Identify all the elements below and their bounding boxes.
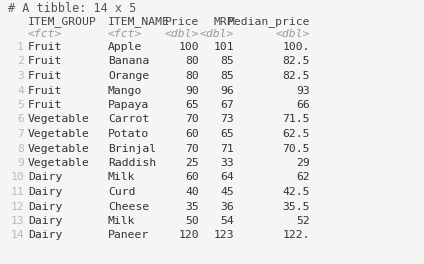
- Text: 70.5: 70.5: [282, 144, 310, 153]
- Text: Milk: Milk: [108, 172, 136, 182]
- Text: 4: 4: [17, 86, 24, 96]
- Text: 40: 40: [185, 187, 199, 197]
- Text: 60: 60: [185, 129, 199, 139]
- Text: 14: 14: [10, 230, 24, 241]
- Text: 60: 60: [185, 172, 199, 182]
- Text: <dbl>: <dbl>: [200, 29, 234, 39]
- Text: 10: 10: [10, 172, 24, 182]
- Text: 1: 1: [17, 42, 24, 52]
- Text: <fct>: <fct>: [108, 29, 142, 39]
- Text: Vegetable: Vegetable: [28, 158, 90, 168]
- Text: 123: 123: [213, 230, 234, 241]
- Text: Vegetable: Vegetable: [28, 144, 90, 153]
- Text: 13: 13: [10, 216, 24, 226]
- Text: 82.5: 82.5: [282, 56, 310, 67]
- Text: Fruit: Fruit: [28, 100, 62, 110]
- Text: Apple: Apple: [108, 42, 142, 52]
- Text: 71: 71: [220, 144, 234, 153]
- Text: Cheese: Cheese: [108, 201, 149, 211]
- Text: Potato: Potato: [108, 129, 149, 139]
- Text: 12: 12: [10, 201, 24, 211]
- Text: 70: 70: [185, 144, 199, 153]
- Text: <dbl>: <dbl>: [165, 29, 199, 39]
- Text: Dairy: Dairy: [28, 187, 62, 197]
- Text: Vegetable: Vegetable: [28, 129, 90, 139]
- Text: 66: 66: [296, 100, 310, 110]
- Text: 73: 73: [220, 115, 234, 125]
- Text: 35: 35: [185, 201, 199, 211]
- Text: Curd: Curd: [108, 187, 136, 197]
- Text: 54: 54: [220, 216, 234, 226]
- Text: 100: 100: [179, 42, 199, 52]
- Text: ITEM_GROUP: ITEM_GROUP: [28, 17, 97, 27]
- Text: 62.5: 62.5: [282, 129, 310, 139]
- Text: 3: 3: [17, 71, 24, 81]
- Text: 8: 8: [17, 144, 24, 153]
- Text: 35.5: 35.5: [282, 201, 310, 211]
- Text: 122.: 122.: [282, 230, 310, 241]
- Text: Banana: Banana: [108, 56, 149, 67]
- Text: <dbl>: <dbl>: [276, 29, 310, 39]
- Text: # A tibble: 14 x 5: # A tibble: 14 x 5: [8, 2, 136, 15]
- Text: Raddish: Raddish: [108, 158, 156, 168]
- Text: 82.5: 82.5: [282, 71, 310, 81]
- Text: 85: 85: [220, 71, 234, 81]
- Text: Fruit: Fruit: [28, 71, 62, 81]
- Text: Milk: Milk: [108, 216, 136, 226]
- Text: 80: 80: [185, 71, 199, 81]
- Text: 90: 90: [185, 86, 199, 96]
- Text: Papaya: Papaya: [108, 100, 149, 110]
- Text: 65: 65: [185, 100, 199, 110]
- Text: 5: 5: [17, 100, 24, 110]
- Text: Dairy: Dairy: [28, 216, 62, 226]
- Text: Dairy: Dairy: [28, 230, 62, 241]
- Text: Median_price: Median_price: [228, 17, 310, 27]
- Text: 71.5: 71.5: [282, 115, 310, 125]
- Text: 45: 45: [220, 187, 234, 197]
- Text: 25: 25: [185, 158, 199, 168]
- Text: 80: 80: [185, 56, 199, 67]
- Text: Vegetable: Vegetable: [28, 115, 90, 125]
- Text: 50: 50: [185, 216, 199, 226]
- Text: 52: 52: [296, 216, 310, 226]
- Text: MRP: MRP: [213, 17, 234, 27]
- Text: 64: 64: [220, 172, 234, 182]
- Text: 120: 120: [179, 230, 199, 241]
- Text: Dairy: Dairy: [28, 172, 62, 182]
- Text: Mango: Mango: [108, 86, 142, 96]
- Text: Fruit: Fruit: [28, 42, 62, 52]
- Text: ITEM_NAME: ITEM_NAME: [108, 17, 170, 27]
- Text: 67: 67: [220, 100, 234, 110]
- Text: 96: 96: [220, 86, 234, 96]
- Text: Carrot: Carrot: [108, 115, 149, 125]
- Text: 93: 93: [296, 86, 310, 96]
- Text: 2: 2: [17, 56, 24, 67]
- Text: Price: Price: [165, 17, 199, 27]
- Text: 62: 62: [296, 172, 310, 182]
- Text: 6: 6: [17, 115, 24, 125]
- Text: Orange: Orange: [108, 71, 149, 81]
- Text: 29: 29: [296, 158, 310, 168]
- Text: Paneer: Paneer: [108, 230, 149, 241]
- Text: 101: 101: [213, 42, 234, 52]
- Text: 65: 65: [220, 129, 234, 139]
- Text: 36: 36: [220, 201, 234, 211]
- Text: 100.: 100.: [282, 42, 310, 52]
- Text: 33: 33: [220, 158, 234, 168]
- Text: Brinjal: Brinjal: [108, 144, 156, 153]
- Text: 9: 9: [17, 158, 24, 168]
- Text: 85: 85: [220, 56, 234, 67]
- Text: 70: 70: [185, 115, 199, 125]
- Text: 42.5: 42.5: [282, 187, 310, 197]
- Text: Fruit: Fruit: [28, 56, 62, 67]
- Text: Dairy: Dairy: [28, 201, 62, 211]
- Text: 7: 7: [17, 129, 24, 139]
- Text: <fct>: <fct>: [28, 29, 62, 39]
- Text: Fruit: Fruit: [28, 86, 62, 96]
- Text: 11: 11: [10, 187, 24, 197]
